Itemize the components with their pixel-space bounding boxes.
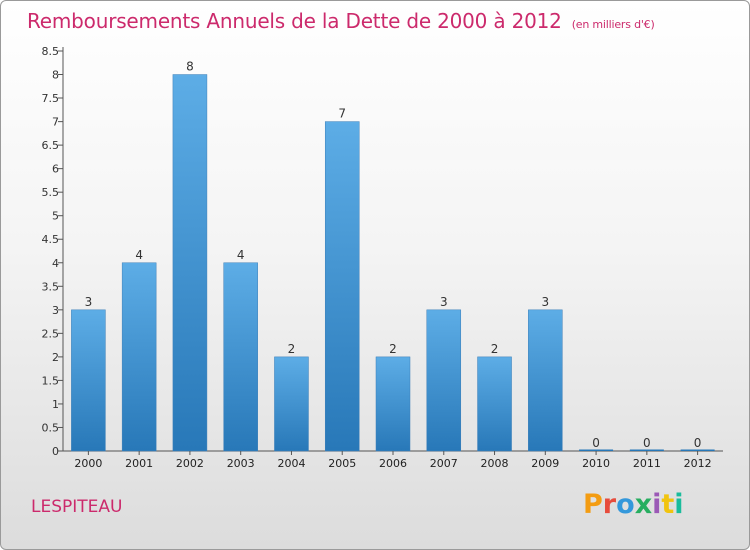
bar <box>579 449 614 451</box>
x-tick-label: 2000 <box>74 457 102 470</box>
data-label: 0 <box>592 436 600 450</box>
data-label: 7 <box>338 107 346 121</box>
y-tick-label: 8.5 <box>42 45 60 58</box>
y-tick-label: 2 <box>52 351 59 364</box>
data-label: 8 <box>186 60 194 74</box>
bar <box>375 356 411 452</box>
y-tick-label: 1 <box>52 398 59 411</box>
logo-letter: P <box>583 489 603 520</box>
x-tick-label: 2006 <box>379 457 407 470</box>
bar <box>223 262 258 452</box>
y-tick-label: 6 <box>52 163 59 176</box>
x-tick-label: 2002 <box>176 457 204 470</box>
x-tick-label: 2010 <box>582 457 610 470</box>
x-tick-label: 2007 <box>430 457 458 470</box>
y-tick-label: 1.5 <box>42 374 60 387</box>
x-tick-label: 2009 <box>531 457 559 470</box>
chart-subtitle: (en milliers d'€) <box>571 18 655 31</box>
data-label: 3 <box>541 295 549 309</box>
logo-letter: x <box>634 489 653 520</box>
data-label: 2 <box>389 342 397 356</box>
logo-letter: i <box>652 489 662 520</box>
y-tick-label: 0 <box>52 445 59 458</box>
bar <box>172 74 208 452</box>
x-tick-label: 2001 <box>125 457 153 470</box>
chart-title: Remboursements Annuels de la Dette de 20… <box>27 9 655 33</box>
y-tick-label: 4.5 <box>42 233 60 246</box>
bar <box>477 356 512 452</box>
proxiti-logo[interactable]: Proxiti <box>583 489 684 520</box>
y-tick-label: 7.5 <box>42 92 60 105</box>
x-tick-label: 2005 <box>328 457 356 470</box>
x-tick-label: 2004 <box>277 457 305 470</box>
bar <box>71 309 106 452</box>
logo-letter: i <box>674 489 684 520</box>
data-label: 2 <box>288 342 296 356</box>
x-tick-label: 2003 <box>227 457 255 470</box>
data-label: 4 <box>237 248 245 262</box>
data-label: 4 <box>135 248 143 262</box>
commune-name: LESPITEAU <box>31 497 123 517</box>
data-label: 2 <box>491 342 499 356</box>
bar <box>274 356 309 452</box>
y-tick-label: 3.5 <box>42 280 60 293</box>
x-tick-label: 2008 <box>481 457 509 470</box>
y-tick-label: 7 <box>52 116 59 129</box>
y-tick-label: 2.5 <box>42 327 60 340</box>
logo-letter: t <box>661 489 675 520</box>
x-tick-label: 2011 <box>633 457 661 470</box>
data-label: 0 <box>694 436 702 450</box>
bar <box>528 309 563 452</box>
bar <box>121 262 157 452</box>
bar <box>629 449 664 451</box>
chart-title-text: Remboursements Annuels de la Dette de 20… <box>27 9 562 33</box>
y-tick-label: 8 <box>52 69 59 82</box>
bar <box>426 309 462 452</box>
y-tick-label: 4 <box>52 257 59 270</box>
y-tick-label: 0.5 <box>42 421 60 434</box>
y-tick-label: 5.5 <box>42 186 60 199</box>
data-label: 3 <box>440 295 448 309</box>
y-tick-label: 6.5 <box>42 139 60 152</box>
bar <box>680 449 715 451</box>
logo-letter: o <box>616 489 635 520</box>
data-label: 0 <box>643 436 651 450</box>
logo-letter: r <box>602 489 617 520</box>
x-tick-label: 2012 <box>684 457 712 470</box>
y-tick-label: 5 <box>52 210 59 223</box>
y-tick-label: 3 <box>52 304 59 317</box>
data-label: 3 <box>85 295 93 309</box>
bar <box>324 121 360 452</box>
